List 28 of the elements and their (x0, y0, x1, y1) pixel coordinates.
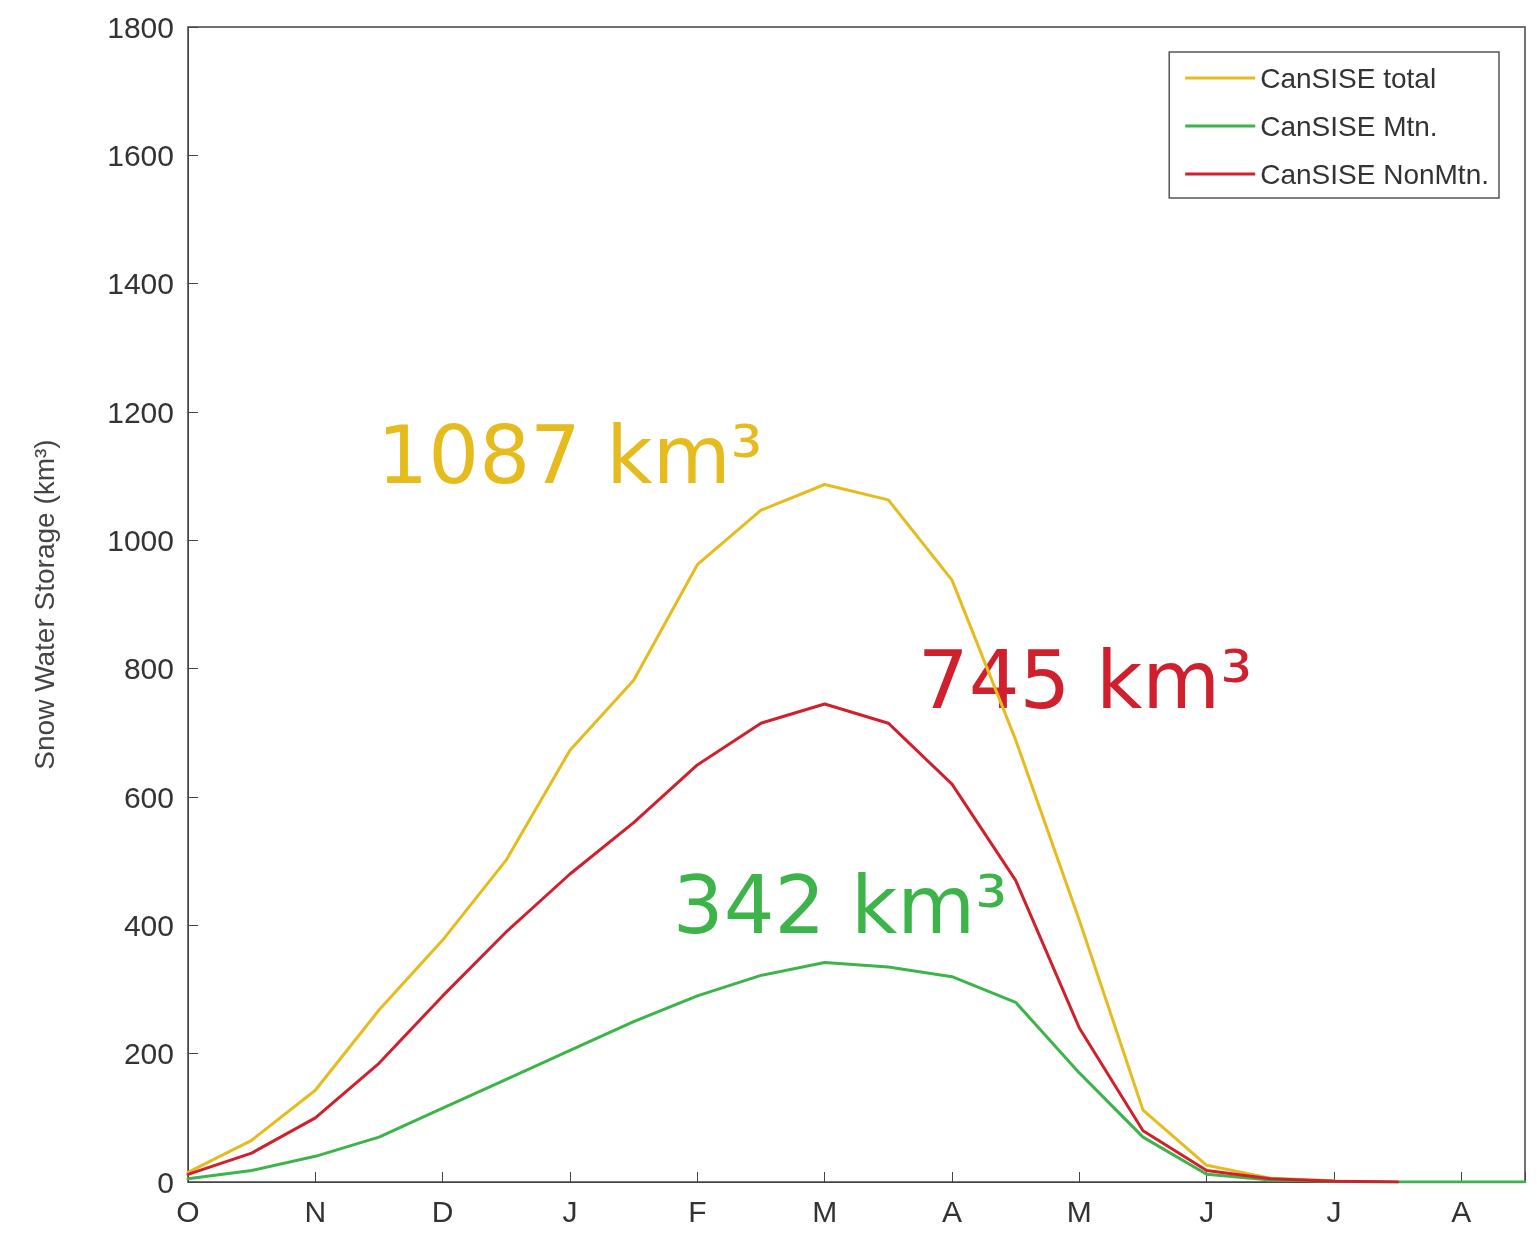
annotation: 342 km³ (672, 858, 1008, 952)
x-tick-label: M (812, 1194, 838, 1228)
x-tick-label: A (1451, 1194, 1472, 1228)
x-tick-label: N (304, 1194, 327, 1228)
legend-label: CanSISE total (1260, 62, 1437, 94)
y-axis-title: Snow Water Storage (km³) (28, 439, 60, 770)
x-tick-label: F (688, 1194, 707, 1228)
y-tick-label: 1600 (107, 138, 174, 172)
legend-label: CanSISE NonMtn. (1260, 158, 1490, 190)
y-tick-label: 600 (123, 780, 174, 814)
y-tick-label: 800 (123, 652, 174, 686)
x-tick-label: D (431, 1194, 454, 1228)
x-tick-label: J (1326, 1194, 1342, 1228)
y-tick-label: 1800 (107, 10, 174, 44)
y-tick-label: 1200 (107, 395, 174, 429)
y-tick-label: 0 (157, 1165, 174, 1199)
x-tick-label: J (562, 1194, 578, 1228)
y-tick-label: 400 (123, 908, 174, 942)
x-tick-label: J (1199, 1194, 1215, 1228)
y-tick-label: 1000 (107, 523, 174, 557)
x-tick-label: O (176, 1194, 200, 1228)
x-tick-label: M (1066, 1194, 1092, 1228)
x-tick-label: A (941, 1194, 963, 1228)
line-series (186, 483, 1336, 1183)
y-tick-label: 200 (123, 1037, 174, 1071)
annotation: 1087 km³ (377, 408, 763, 502)
legend-label: CanSISE Mtn. (1260, 110, 1438, 142)
y-tick-label: 1400 (107, 267, 174, 301)
